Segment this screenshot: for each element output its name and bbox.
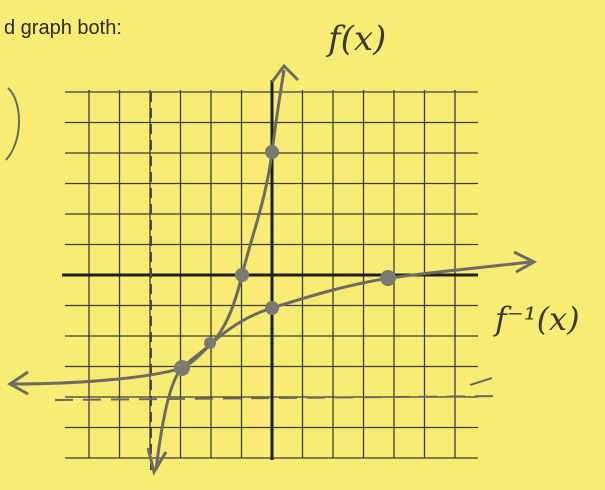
point: [204, 337, 216, 349]
page: {"header": {"instruction": "d graph both…: [0, 0, 605, 490]
worksheet: d graph both: f(x) f⁻¹(x): [0, 0, 605, 490]
f-label: f(x): [325, 19, 386, 59]
point: [265, 145, 279, 159]
point: [235, 268, 249, 282]
point: [265, 301, 279, 315]
f-inverse-label: f⁻¹(x): [493, 300, 580, 338]
instruction: d graph both:: [4, 17, 122, 39]
point: [380, 270, 396, 286]
point: [174, 360, 190, 376]
